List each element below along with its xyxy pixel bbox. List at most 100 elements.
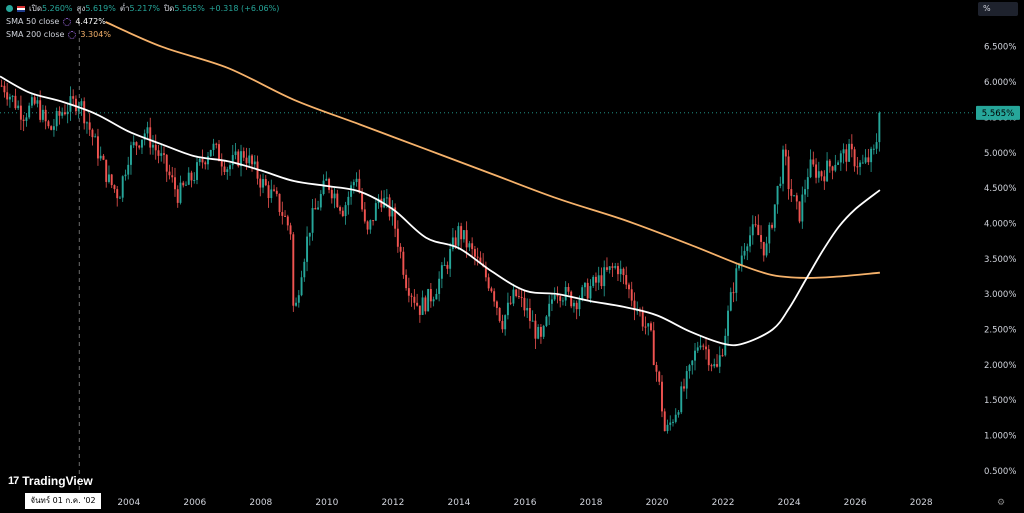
ohlc-row: เปิด5.260% สูง5.619% ต่ำ5.217% ปิด5.565%…: [6, 2, 279, 15]
candle: [655, 361, 658, 382]
candle: [212, 138, 215, 156]
candle: [6, 82, 9, 106]
candle: [174, 167, 176, 197]
percent-scale-button[interactable]: %: [978, 2, 1018, 16]
candle: [149, 117, 152, 155]
x-tick-label: 2020: [646, 498, 669, 508]
candle: [438, 271, 441, 302]
candle: [853, 146, 856, 172]
candle: [561, 297, 564, 306]
ohlc-change: +0.318 (+6.06%): [208, 4, 280, 13]
candle: [762, 241, 765, 262]
candle: [99, 146, 102, 161]
candle: [273, 184, 276, 192]
last-price-label: 5.565%: [982, 109, 1014, 119]
indicator-sma200[interactable]: SMA 200 close 3.304%: [6, 28, 279, 41]
x-tick-label: 2006: [183, 498, 206, 508]
candle: [856, 156, 859, 175]
candle: [531, 310, 534, 322]
candle: [567, 283, 570, 295]
candlestick-series: [0, 79, 881, 434]
x-tick-label: 2008: [249, 498, 272, 508]
candle: [707, 344, 710, 371]
candle: [633, 292, 636, 321]
candle: [83, 97, 86, 130]
candle: [850, 134, 853, 158]
candle: [773, 204, 776, 232]
candle: [583, 282, 586, 296]
candle: [3, 81, 6, 98]
candle: [289, 222, 292, 240]
candle: [784, 143, 787, 166]
candle: [661, 375, 663, 418]
candle: [735, 264, 738, 302]
y-tick-label: 1.500%: [984, 396, 1016, 406]
candle: [262, 173, 264, 194]
candle: [102, 153, 105, 161]
candle: [801, 186, 804, 229]
settings-icon[interactable]: [63, 17, 72, 26]
candle: [116, 185, 119, 207]
x-tick-label: 2018: [580, 498, 603, 508]
y-tick-label: 6.500%: [984, 43, 1016, 53]
candle: [429, 282, 432, 308]
settings-icon[interactable]: [68, 30, 77, 39]
candle: [809, 149, 812, 179]
candle: [418, 305, 421, 323]
candle: [702, 343, 705, 351]
candle: [146, 121, 149, 138]
chart-settings-icon[interactable]: ⚙: [997, 498, 1006, 508]
candle: [776, 185, 779, 214]
candle: [440, 262, 443, 289]
candle: [490, 286, 493, 293]
tradingview-mark-icon: 17: [8, 475, 19, 487]
crosshair-date-label: จันทร์ 01 ก.ค. '02: [25, 493, 101, 509]
y-tick-label: 2.500%: [984, 325, 1016, 335]
candle: [449, 242, 452, 277]
candle: [817, 161, 820, 183]
candle: [674, 408, 677, 424]
candle: [658, 370, 661, 386]
candle: [465, 221, 468, 258]
y-tick-label: 4.500%: [984, 184, 1016, 194]
candle: [165, 154, 168, 182]
candle: [72, 89, 75, 105]
candle: [727, 305, 729, 346]
candle: [25, 112, 28, 127]
x-tick-label: 2012: [381, 498, 404, 508]
candle: [223, 160, 226, 175]
candle: [787, 150, 790, 200]
candle: [281, 201, 284, 225]
candle: [292, 232, 295, 312]
candle: [639, 307, 641, 317]
candle: [446, 261, 449, 275]
candle: [861, 154, 864, 164]
candle: [839, 150, 842, 171]
candle: [845, 144, 848, 172]
candle: [550, 293, 553, 311]
candle: [619, 260, 622, 282]
candle: [594, 272, 597, 292]
candle: [517, 289, 520, 299]
candle: [515, 288, 518, 298]
sma-200-line: [105, 21, 880, 279]
candle: [834, 154, 837, 173]
candle: [451, 227, 454, 252]
candle: [572, 299, 575, 313]
logo-text: TradingView: [22, 474, 93, 488]
candle: [226, 166, 229, 180]
candle: [270, 179, 273, 203]
candle: [520, 289, 523, 308]
candle: [820, 170, 823, 181]
candle: [586, 278, 589, 300]
indicator-sma50[interactable]: SMA 50 close 4.472%: [6, 15, 279, 28]
candle: [33, 93, 36, 106]
candle: [113, 184, 116, 193]
candle: [267, 181, 270, 208]
candle: [135, 141, 138, 155]
candle: [539, 324, 542, 344]
candle: [630, 281, 633, 307]
us-flag-icon: [17, 5, 25, 12]
candle: [22, 114, 25, 132]
